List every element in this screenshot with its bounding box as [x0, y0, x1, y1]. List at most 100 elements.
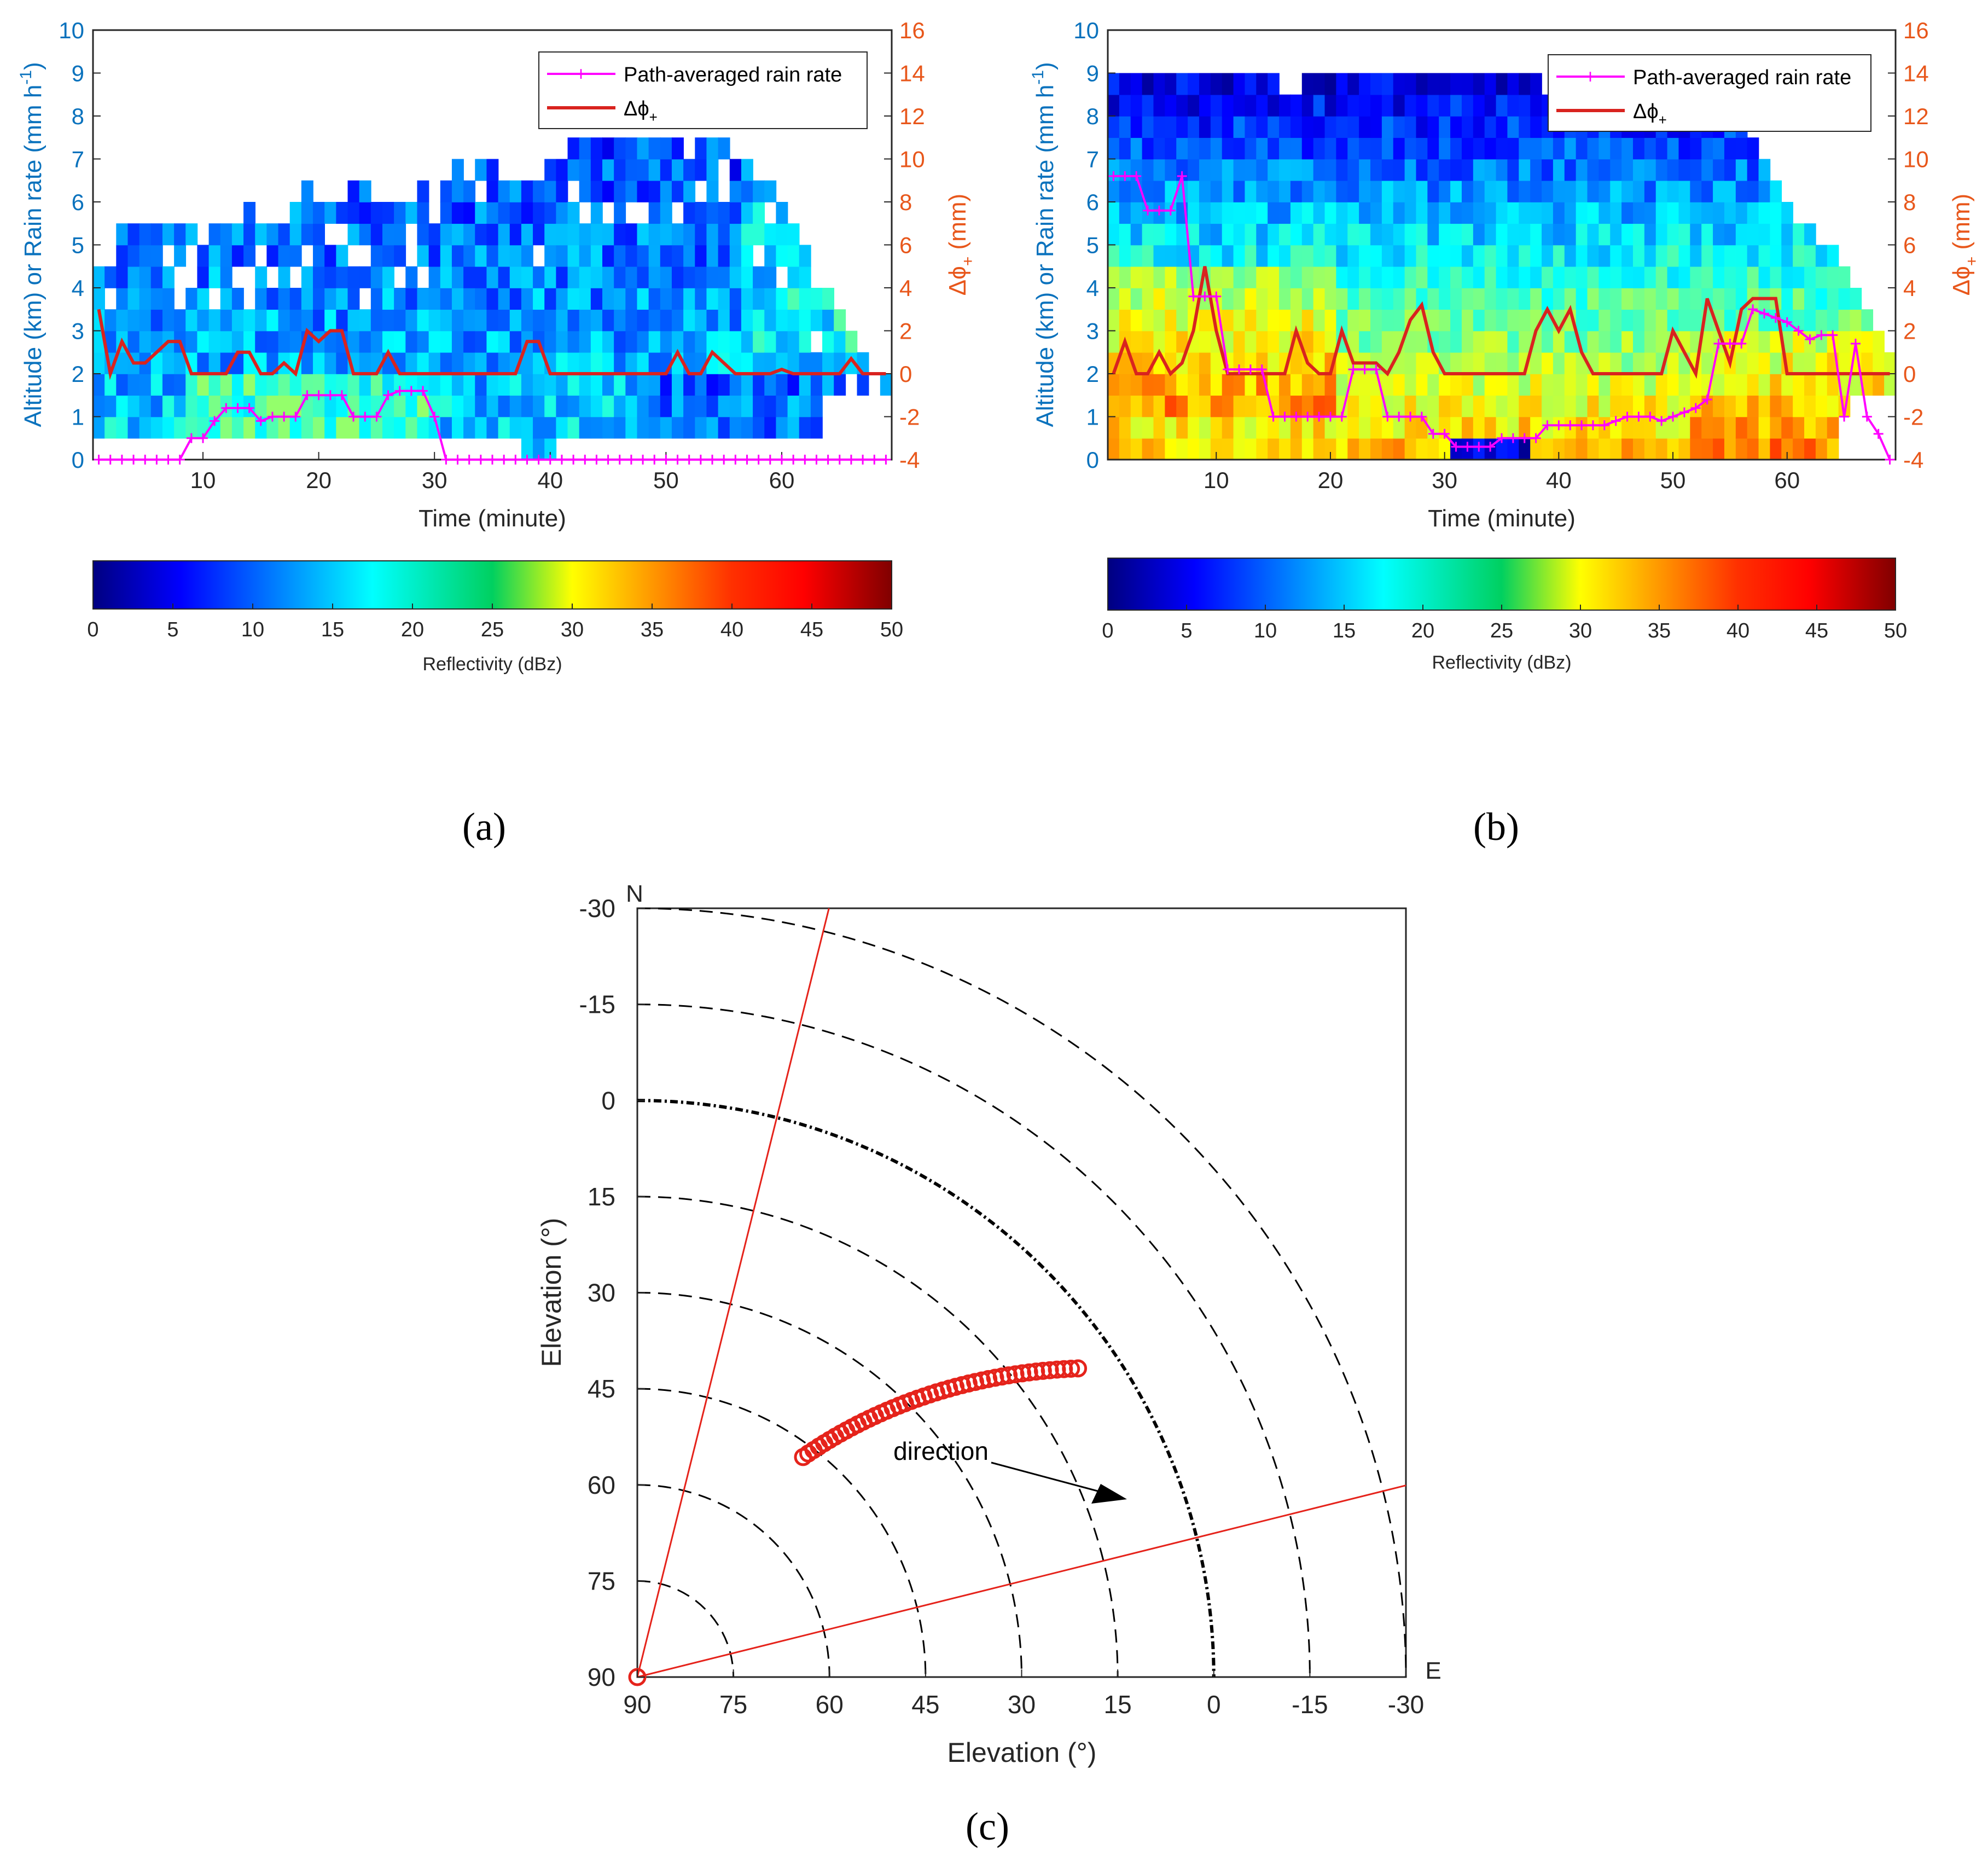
heatmap-cell: [1188, 352, 1200, 374]
heatmap-cell: [347, 416, 360, 439]
heatmap-cell: [1119, 73, 1131, 95]
heatmap-cell: [567, 266, 580, 288]
heatmap-cell: [370, 245, 383, 267]
heatmap-cell: [428, 245, 441, 267]
heatmap-cell: [1507, 330, 1520, 353]
heatmap-cell: [729, 245, 742, 267]
heatmap-cell: [1370, 438, 1382, 460]
heatmap-cell: [1770, 374, 1782, 396]
heatmap-cell: [1439, 245, 1451, 267]
heatmap-cell: [1507, 374, 1520, 396]
heatmap-cell: [1473, 94, 1485, 117]
heatmap-cell: [1176, 416, 1188, 439]
y2-tick-label: 16: [1903, 18, 1929, 43]
heatmap-cell: [1370, 202, 1382, 224]
heatmap-cell: [544, 416, 557, 439]
heatmap-cell: [1576, 223, 1588, 246]
heatmap-cell: [1496, 116, 1508, 138]
heatmap-cell: [1381, 245, 1394, 267]
legend-box: [538, 51, 868, 129]
heatmap-cell: [498, 309, 510, 332]
heatmap-cell: [718, 202, 730, 224]
heatmap-cell: [799, 395, 811, 417]
heatmap-cell: [1381, 309, 1394, 332]
heatmap-cell: [1108, 416, 1120, 439]
x-tick-label: 60: [816, 1690, 844, 1719]
heatmap-cell: [428, 309, 441, 332]
heatmap-cell: [776, 223, 788, 246]
heatmap-cell: [1793, 438, 1805, 460]
heatmap-cell: [1713, 245, 1725, 267]
heatmap-cell: [1119, 374, 1131, 396]
heatmap-cell: [1336, 309, 1348, 332]
heatmap-cell: [1542, 202, 1554, 224]
heatmap-cell: [451, 374, 464, 396]
heatmap-cell: [405, 395, 418, 417]
rain-rate-marker: [336, 390, 347, 401]
heatmap-cell: [1873, 374, 1885, 396]
y2-tick-label: -2: [1903, 404, 1923, 430]
heatmap-cell: [1667, 288, 1679, 310]
rain-rate-marker: [441, 455, 451, 465]
heatmap-cell: [1793, 266, 1805, 288]
heatmap-cell: [1427, 180, 1440, 202]
heatmap-cell: [1199, 245, 1211, 267]
heatmap-cell: [440, 330, 452, 353]
heatmap-cell: [706, 395, 719, 417]
heatmap-cell: [498, 223, 510, 246]
heatmap-cell: [1268, 309, 1280, 332]
heatmap-cell: [1130, 137, 1143, 160]
heatmap-cell: [579, 416, 591, 439]
heatmap-cell: [1655, 288, 1668, 310]
heatmap-cell: [1644, 309, 1656, 332]
heatmap-cell: [799, 352, 811, 374]
heatmap-cell: [197, 266, 210, 288]
heatmap-cell: [729, 223, 742, 246]
heatmap-cell: [1735, 180, 1748, 202]
heatmap-cell: [440, 352, 452, 374]
heatmap-cell: [729, 309, 742, 332]
heatmap-cell: [1667, 438, 1679, 460]
heatmap-cell: [1633, 438, 1645, 460]
heatmap-cell: [1290, 438, 1303, 460]
heatmap-cell: [1496, 266, 1508, 288]
heatmap-cell: [590, 309, 603, 332]
panel-label-c: (c): [966, 1805, 1009, 1848]
heatmap-cell: [533, 202, 545, 224]
heatmap-cell: [127, 395, 140, 417]
heatmap-cell: [1119, 438, 1131, 460]
heatmap-cell: [1576, 438, 1588, 460]
heatmap-cell: [683, 202, 696, 224]
heatmap-cell: [243, 374, 256, 396]
heatmap-cell: [1473, 137, 1485, 160]
heatmap-cell: [1268, 202, 1280, 224]
heatmap-cell: [1381, 438, 1394, 460]
heatmap-cell: [1667, 180, 1679, 202]
heatmap-cell: [1165, 180, 1177, 202]
heatmap-cell: [1119, 416, 1131, 439]
y-tick-label: -30: [579, 894, 615, 923]
heatmap-cell: [648, 374, 661, 396]
heatmap-cell: [1815, 416, 1828, 439]
heatmap-cell: [706, 309, 719, 332]
heatmap-cell: [463, 416, 476, 439]
heatmap-cell: [567, 159, 580, 181]
heatmap-cell: [1347, 202, 1359, 224]
heatmap-cell: [671, 330, 684, 353]
heatmap-cell: [289, 202, 302, 224]
heatmap-cell: [625, 223, 638, 246]
heatmap-cell: [556, 159, 568, 181]
heatmap-cell: [1381, 137, 1394, 160]
heatmap-cell: [266, 288, 279, 310]
heatmap-cell: [1188, 223, 1200, 246]
heatmap-cell: [1301, 309, 1314, 332]
heatmap-cell: [1450, 374, 1462, 396]
heatmap-cell: [1587, 438, 1600, 460]
heatmap-cell: [1553, 374, 1565, 396]
rain-rate-marker: [232, 403, 243, 413]
heatmap-cell: [637, 180, 649, 202]
heatmap-cell: [544, 395, 557, 417]
heatmap-cell: [1165, 374, 1177, 396]
heatmap-cell: [729, 416, 742, 439]
heatmap-cell: [1324, 180, 1337, 202]
